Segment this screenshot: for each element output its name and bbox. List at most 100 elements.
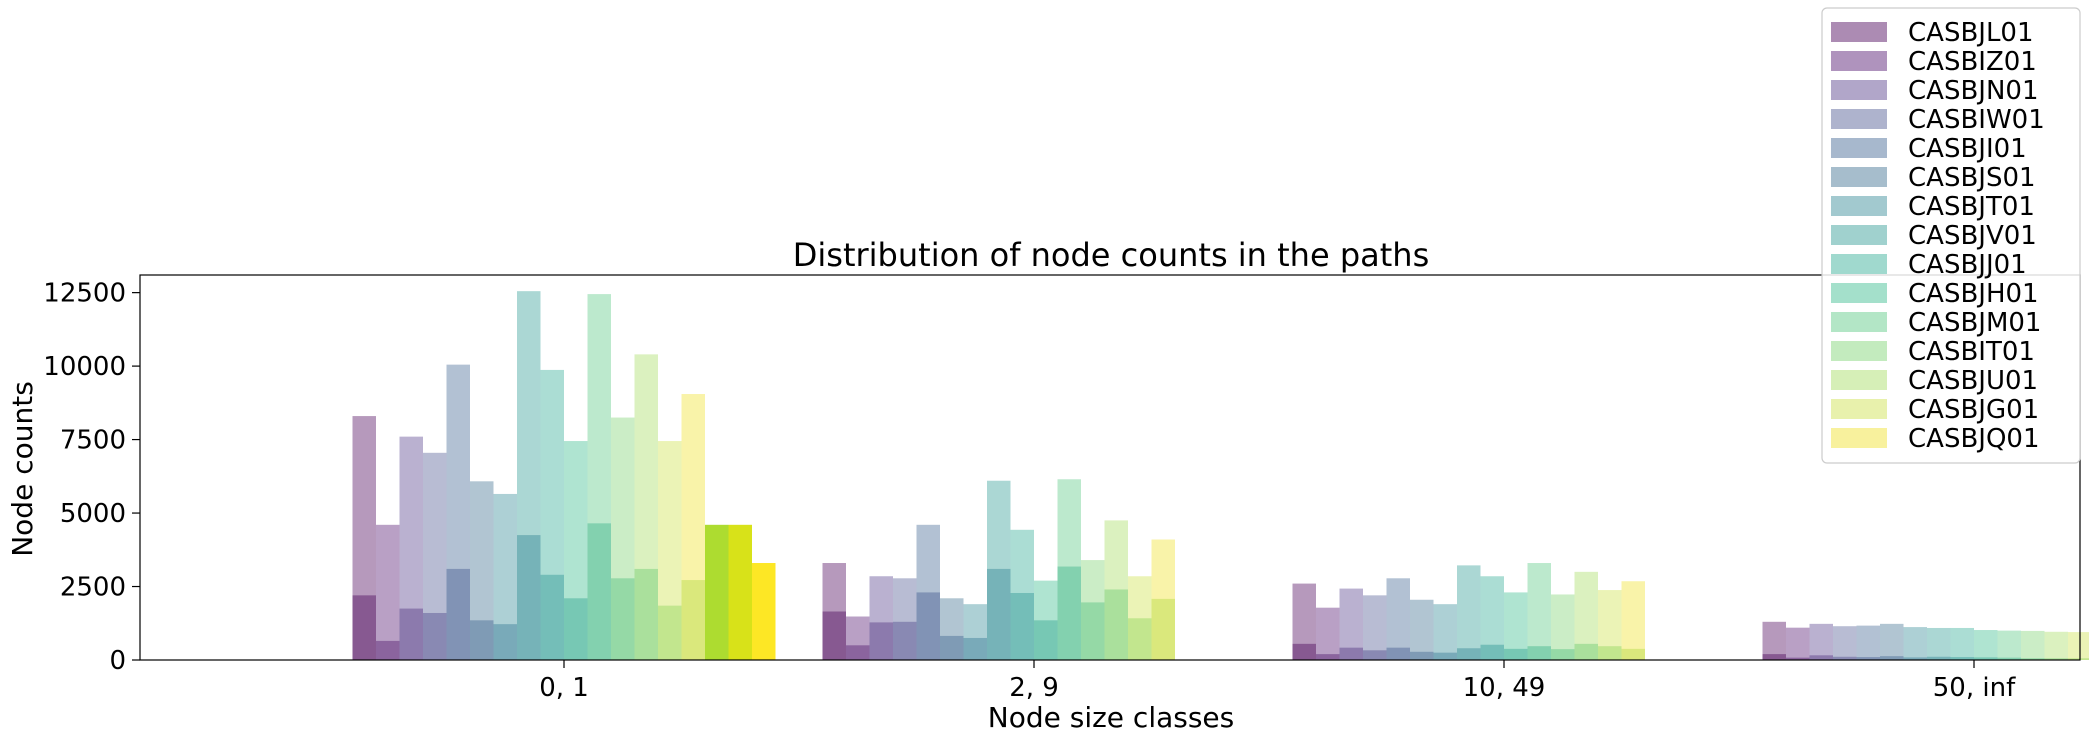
- legend-label: CASBJG01: [1908, 395, 2039, 425]
- overlay-bar: [1622, 581, 1646, 660]
- overlay-bar: [541, 370, 565, 660]
- overlay-bar: [1904, 627, 1928, 660]
- bar-group: [1293, 563, 1646, 660]
- overlay-bar: [1998, 631, 2022, 660]
- overlay-bar: [423, 453, 447, 660]
- overlay-bar: [2045, 632, 2069, 660]
- legend-label: CASBJU01: [1908, 366, 2038, 396]
- legend-swatch: [1831, 341, 1887, 361]
- overlay-bar: [1363, 595, 1387, 660]
- overlay-bar: [1763, 622, 1787, 660]
- overlay-bar: [917, 525, 941, 660]
- overlay-bar: [682, 394, 706, 660]
- x-tick-label: 10, 49: [1463, 673, 1546, 703]
- y-tick-label: 2500: [60, 573, 126, 603]
- overlay-bar: [1598, 590, 1622, 660]
- overlay-bar: [823, 563, 847, 660]
- overlay-bar: [846, 617, 870, 660]
- overlay-bar: [1810, 624, 1834, 660]
- x-tick-label: 50, inf: [1933, 673, 2016, 703]
- legend-swatch: [1831, 312, 1887, 332]
- bar-group: [823, 479, 1176, 660]
- x-axis: 0, 1 2, 9 10, 49 50, inf: [539, 660, 2016, 703]
- overlay-bar: [893, 578, 917, 660]
- legend-swatch: [1831, 167, 1887, 187]
- legend-swatch: [1831, 22, 1887, 42]
- legend-swatch: [1831, 399, 1887, 419]
- overlay-bar: [1575, 572, 1599, 660]
- overlay-bar: [494, 494, 518, 660]
- legend-swatch: [1831, 138, 1887, 158]
- x-tick-label: 2, 9: [1009, 673, 1059, 703]
- overlay-bar: [1528, 563, 1552, 660]
- overlay-bar: [588, 294, 612, 660]
- overlay-bar: [964, 604, 988, 660]
- bar-group: [1763, 622, 2089, 660]
- chart-title: Distribution of node counts in the paths: [793, 236, 1429, 274]
- overlay-bar: [517, 291, 541, 660]
- legend-label: CASBJH01: [1908, 279, 2039, 309]
- legend-swatch: [1831, 80, 1887, 100]
- bar-group: [353, 291, 776, 660]
- overlay-bar: [1457, 565, 1481, 660]
- legend-label: CASBJI01: [1908, 134, 2027, 164]
- overlay-bar: [658, 441, 682, 660]
- overlay-bar: [1481, 576, 1505, 660]
- legend-label: CASBJQ01: [1908, 424, 2040, 454]
- legend-label: CASBJV01: [1908, 221, 2037, 251]
- legend-label: CASBJS01: [1908, 163, 2036, 193]
- overlay-bar: [1387, 578, 1411, 660]
- legend-label: CASBIZ01: [1908, 47, 2037, 77]
- overlay-bar: [1857, 626, 1881, 660]
- y-tick-label: 7500: [60, 426, 126, 456]
- overlay-bar: [2068, 632, 2089, 660]
- overlay-bar: [870, 576, 894, 660]
- overlay-bar: [564, 441, 588, 660]
- overlay-bar: [376, 525, 400, 660]
- overlay-bar: [470, 481, 494, 660]
- legend-swatch: [1831, 51, 1887, 71]
- overlay-bar: [1105, 520, 1129, 660]
- overlay-bar: [1340, 589, 1364, 660]
- overlay-bar: [1081, 560, 1105, 660]
- overlay-bar: [1011, 530, 1035, 660]
- overlay-bar: [1128, 576, 1152, 660]
- overlay-bar: [611, 418, 635, 660]
- overlay-bar: [1951, 628, 1975, 660]
- legend-label: CASBJT01: [1908, 192, 2035, 222]
- legend-swatch: [1831, 254, 1887, 274]
- overlay-bar: [940, 598, 964, 660]
- overlay-bar: [1434, 604, 1458, 660]
- y-axis-label: Node counts: [6, 381, 39, 557]
- legend-swatch: [1831, 370, 1887, 390]
- overlay-bar: [1034, 581, 1058, 660]
- overlay-bar: [400, 437, 424, 660]
- legend-swatch: [1831, 225, 1887, 245]
- legend-label: CASBIW01: [1908, 105, 2045, 135]
- y-tick-label: 5000: [60, 499, 126, 529]
- legend-swatch: [1831, 109, 1887, 129]
- x-tick-label: 0, 1: [539, 673, 589, 703]
- overlay-bar: [447, 365, 471, 660]
- overlay-bar: [1833, 626, 1857, 660]
- overlay-bar: [1293, 584, 1317, 660]
- x-axis-label: Node size classes: [988, 701, 1235, 734]
- overlay-bar: [987, 481, 1011, 660]
- overlay-bar: [1927, 628, 1951, 660]
- legend-swatch: [1831, 283, 1887, 303]
- legend-label: CASBJM01: [1908, 308, 2041, 338]
- legend-label: CASBJN01: [1908, 76, 2038, 106]
- overlay-bar: [353, 416, 377, 660]
- overlay-bar: [1504, 592, 1528, 660]
- overlay-bar: [1551, 594, 1575, 660]
- overlay-bar: [1880, 624, 1904, 660]
- overlay-bar: [1316, 608, 1340, 660]
- overlay-bar: [1974, 630, 1998, 660]
- overlay-bar: [2021, 631, 2045, 660]
- legend-label: CASBIT01: [1908, 337, 2035, 367]
- y-tick-label: 0: [109, 646, 126, 676]
- y-tick-label: 10000: [43, 352, 126, 382]
- y-tick-label: 12500: [43, 279, 126, 309]
